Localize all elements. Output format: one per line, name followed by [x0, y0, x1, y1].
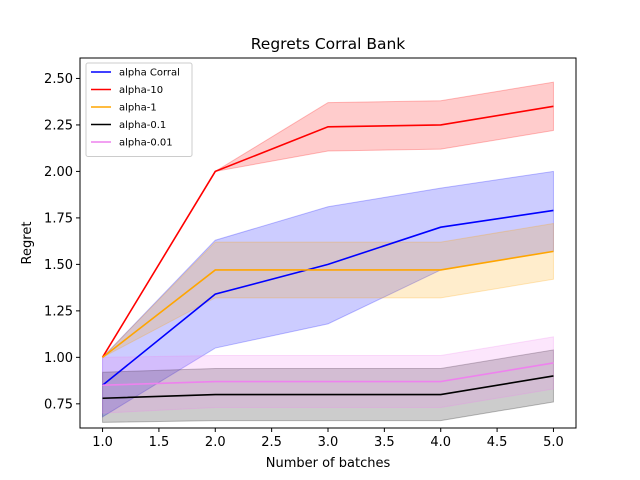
y-tick-label: 1.50	[44, 258, 73, 273]
y-tick-label: 2.00	[44, 165, 73, 180]
y-tick-label: 1.25	[44, 304, 73, 319]
legend-label-alpha-10: alpha-10	[119, 85, 163, 96]
y-tick-label: 2.25	[44, 118, 73, 133]
y-tick-label: 1.00	[44, 351, 73, 366]
x-tick-label: 1.5	[149, 435, 170, 450]
legend: alpha Corral alpha-10 alpha-1 alpha-0.1 alph…	[85, 62, 193, 157]
x-axis-ticks: 1.0 1.5 2.0 2.5 3.0 3.5 4.0 4.5 5.0	[92, 428, 564, 450]
y-tick-label: 2.50	[44, 72, 73, 87]
x-tick-label: 4.0	[430, 435, 451, 450]
x-tick-label: 3.0	[318, 435, 339, 450]
y-tick-label: 0.75	[44, 397, 73, 412]
x-tick-label: 2.0	[205, 435, 226, 450]
x-axis-label: Number of batches	[266, 456, 391, 471]
y-axis-ticks: 0.75 1.00 1.25 1.50 1.75 2.00 2.25 2.50	[44, 72, 80, 412]
x-tick-label: 5.0	[543, 435, 564, 450]
band-alpha-0-1	[102, 349, 554, 423]
chart-title: Regrets Corral Bank	[251, 35, 406, 53]
x-tick-label: 4.5	[487, 435, 508, 450]
x-tick-label: 2.5	[261, 435, 282, 450]
legend-box	[85, 62, 193, 157]
legend-label-alpha-1: alpha-1	[119, 103, 157, 114]
series-lines	[101, 105, 554, 400]
legend-label-alpha-corral: alpha Corral	[119, 68, 180, 79]
legend-label-alpha-0-01: alpha-0.01	[119, 138, 173, 149]
y-tick-label: 1.75	[44, 211, 73, 226]
y-axis-label: Regret	[20, 222, 35, 265]
x-tick-label: 1.0	[92, 435, 113, 450]
legend-label-alpha-0-1: alpha-0.1	[119, 120, 166, 131]
x-tick-label: 3.5	[374, 435, 395, 450]
